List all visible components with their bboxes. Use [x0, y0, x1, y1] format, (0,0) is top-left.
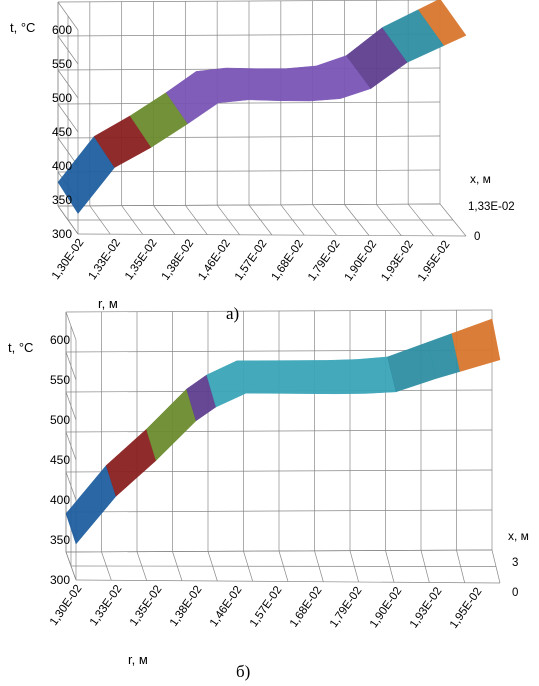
depth-tick-label: 0 [474, 231, 480, 243]
z-axis-label: t, °C [8, 340, 33, 355]
surface-band [418, 0, 467, 46]
z-tick-label: 600 [52, 23, 72, 37]
surface-band [146, 388, 197, 462]
x-tick-label: 1,30E-02 [48, 583, 85, 628]
z-axis-label: t, °C [10, 20, 35, 35]
z-tick-label: 300 [52, 227, 72, 241]
x-tick-label: 1,33E-02 [88, 583, 125, 628]
floor-gridline [77, 233, 467, 237]
x-axis-label: r, м [128, 652, 148, 667]
z-tick-label: 550 [52, 57, 72, 71]
x-tick-label: 1,35E-02 [128, 583, 165, 628]
depth-axis-label: x, м [470, 172, 491, 186]
z-tick-label: 550 [50, 373, 70, 387]
x-tick-label: 1,46E-02 [196, 238, 233, 283]
x-tick-label: 1,90E-02 [368, 585, 405, 630]
x-tick-label: 1,30E-02 [50, 237, 87, 282]
surface-band [165, 55, 372, 125]
x-tick-label: 1,38E-02 [168, 584, 205, 629]
surface-band [387, 341, 437, 393]
x-tick-label: 1,79E-02 [328, 585, 365, 630]
z-tick-label: 450 [50, 453, 70, 467]
x-tick-label: 1,95E-02 [416, 239, 453, 284]
surface-band [105, 428, 157, 497]
surface-band [206, 356, 397, 408]
floor-gridline [57, 203, 441, 207]
z-tick-label: 600 [50, 333, 70, 347]
x-tick-label: 1,33E-02 [86, 237, 123, 282]
depth-tick-label: 3 [512, 557, 518, 569]
z-tick-label: 450 [52, 125, 72, 139]
x-tick-label: 1,95E-02 [448, 586, 485, 631]
x-tick-label: 1,93E-02 [379, 239, 416, 284]
surface-band [65, 464, 117, 545]
depth-tick-label: 0 [512, 587, 518, 599]
x-tick-label: 1,46E-02 [208, 584, 245, 629]
panel-a-caption: а) [226, 304, 240, 323]
x-tick-label: 1,79E-02 [306, 238, 343, 283]
floor-gridline [70, 565, 497, 567]
x-axis-label: r, м [98, 296, 118, 311]
z-tick-label: 300 [50, 573, 70, 587]
floor-gridline [65, 549, 493, 553]
z-tick-label: 400 [50, 493, 70, 507]
depth-tick-label: 1,33E-02 [468, 201, 515, 213]
x-tick-label: 1,35E-02 [123, 237, 160, 282]
x-tick-label: 1,57E-02 [233, 238, 270, 283]
floor-gridline [75, 579, 501, 584]
z-tick-label: 500 [50, 413, 70, 427]
x-tick-label: 1,38E-02 [160, 237, 197, 282]
x-tick-label: 1,68E-02 [269, 238, 306, 283]
z-tick-label: 350 [52, 193, 72, 207]
depth-axis-label: x, м [508, 529, 529, 543]
surface-band [451, 318, 501, 372]
x-tick-label: 1,68E-02 [288, 585, 325, 630]
x-tick-label: 1,57E-02 [248, 584, 285, 629]
x-tick-label: 1,90E-02 [343, 238, 380, 283]
panel-b-caption: б) [236, 662, 251, 681]
z-tick-label: 350 [50, 533, 70, 547]
z-tick-label: 500 [52, 91, 72, 105]
z-tick-label: 400 [52, 159, 72, 173]
x-tick-label: 1,93E-02 [408, 585, 445, 630]
